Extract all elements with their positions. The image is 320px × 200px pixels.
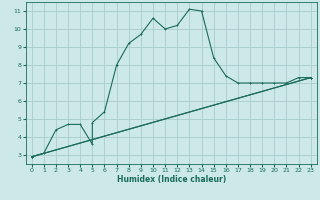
X-axis label: Humidex (Indice chaleur): Humidex (Indice chaleur) bbox=[116, 175, 226, 184]
